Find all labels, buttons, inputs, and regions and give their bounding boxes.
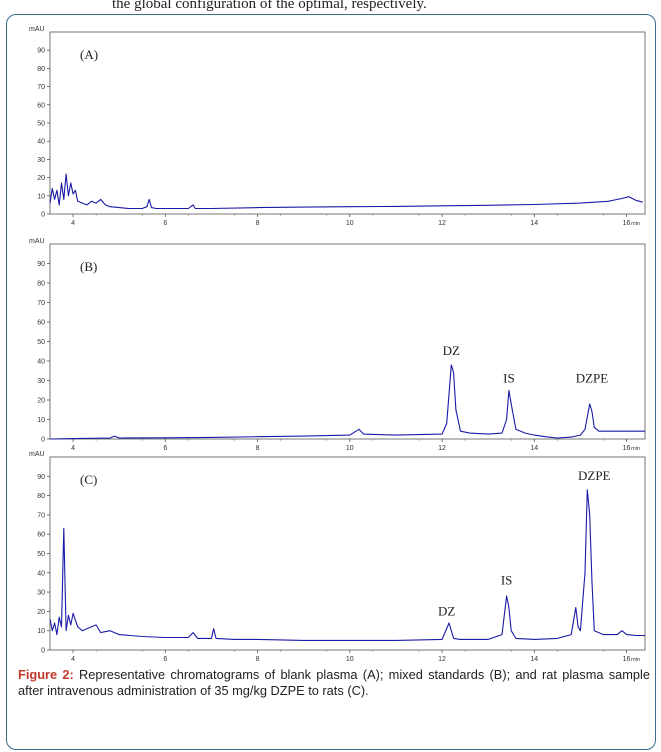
chromatogram-trace [49, 489, 645, 641]
x-tick-label: 12 [438, 220, 446, 227]
x-tick-label: 14 [530, 220, 538, 227]
preceding-text-line: the global configuration of the optimal,… [0, 0, 661, 12]
plot-area [49, 243, 646, 440]
x-tick-label: 16 [623, 220, 631, 227]
y-tick-label: 20 [37, 609, 45, 616]
y-tick-label: 20 [37, 175, 45, 182]
y-tick-label: 40 [37, 570, 45, 577]
y-tick-label: 10 [37, 417, 45, 424]
y-axis-label: mAU [29, 26, 45, 33]
x-tick-label: 6 [163, 220, 167, 227]
peak-label: DZ [438, 603, 455, 618]
panel-3: mAU 0 10 20 30 40 50 60 70 80 90 4 6 8 10 12 14 16 min (C) D… [29, 451, 646, 663]
y-tick-label: 50 [37, 551, 45, 558]
x-tick-label: 10 [346, 220, 354, 227]
x-tick-label: 16 [623, 445, 631, 452]
y-tick-label: 70 [37, 512, 45, 519]
y-tick-label: 10 [37, 193, 45, 200]
x-tick-label: 4 [71, 445, 75, 452]
peak-label: DZPE [576, 370, 609, 385]
plot-area [49, 31, 646, 215]
y-tick-label: 0 [41, 212, 45, 219]
y-tick-label: 70 [37, 300, 45, 307]
peak-label: IS [503, 370, 515, 385]
y-tick-label: 10 [37, 628, 45, 635]
y-tick-label: 30 [37, 590, 45, 597]
y-tick-label: 60 [37, 102, 45, 109]
x-tick-label: 8 [256, 220, 260, 227]
y-tick-label: 40 [37, 359, 45, 366]
y-tick-label: 80 [37, 281, 45, 288]
x-tick-label: 6 [163, 445, 167, 452]
y-tick-label: 90 [37, 261, 45, 268]
y-tick-label: 80 [37, 493, 45, 500]
preceding-text: the global configuration of the optimal,… [112, 0, 427, 12]
peak-label: DZ [443, 343, 460, 358]
y-tick-label: 50 [37, 121, 45, 128]
x-tick-label: 12 [438, 445, 446, 452]
x-tick-label: 8 [256, 445, 260, 452]
x-tick-label: 8 [256, 656, 260, 663]
x-unit-label: min [631, 446, 640, 452]
peak-label: IS [501, 572, 513, 587]
y-tick-label: 80 [37, 66, 45, 73]
panel-1: mAU 0 10 20 30 40 50 60 70 80 90 4 6 8 10 12 14 16 min (A) [29, 26, 646, 227]
y-tick-label: 30 [37, 157, 45, 164]
x-tick-label: 10 [346, 445, 354, 452]
x-tick-label: 6 [163, 656, 167, 663]
y-tick-label: 70 [37, 84, 45, 91]
y-tick-label: 0 [41, 437, 45, 444]
plot-area [49, 456, 646, 651]
x-tick-label: 10 [346, 656, 354, 663]
peak-label: DZPE [578, 468, 611, 483]
y-tick-label: 20 [37, 398, 45, 405]
panel-label: (B) [80, 259, 97, 274]
panel-2: mAU 0 10 20 30 40 50 60 70 80 90 4 6 8 10 12 14 16 min (B) D… [29, 238, 646, 452]
y-axis-label: mAU [29, 238, 45, 245]
x-unit-label: min [631, 221, 640, 227]
y-tick-label: 60 [37, 532, 45, 539]
y-tick-label: 50 [37, 339, 45, 346]
x-tick-label: 14 [530, 656, 538, 663]
y-tick-label: 60 [37, 320, 45, 327]
x-tick-label: 12 [438, 656, 446, 663]
chromatogram-trace [49, 364, 645, 440]
y-axis-label: mAU [29, 451, 45, 458]
y-tick-label: 0 [41, 648, 45, 655]
x-unit-label: min [631, 657, 640, 663]
figure-caption: Figure 2: Representative chromatograms o… [18, 667, 650, 698]
chromatogram-trace [49, 173, 643, 210]
y-tick-label: 40 [37, 139, 45, 146]
y-tick-label: 90 [37, 474, 45, 481]
y-tick-label: 30 [37, 378, 45, 385]
x-tick-label: 16 [623, 656, 631, 663]
x-tick-label: 4 [71, 220, 75, 227]
panel-label: (A) [80, 47, 98, 62]
caption-text: Representative chromatograms of blank pl… [18, 667, 650, 698]
x-tick-label: 4 [71, 656, 75, 663]
y-tick-label: 90 [37, 48, 45, 55]
x-tick-label: 14 [530, 445, 538, 452]
caption-label: Figure 2: [18, 667, 74, 682]
panel-label: (C) [80, 472, 97, 487]
figure-frame [6, 14, 656, 750]
